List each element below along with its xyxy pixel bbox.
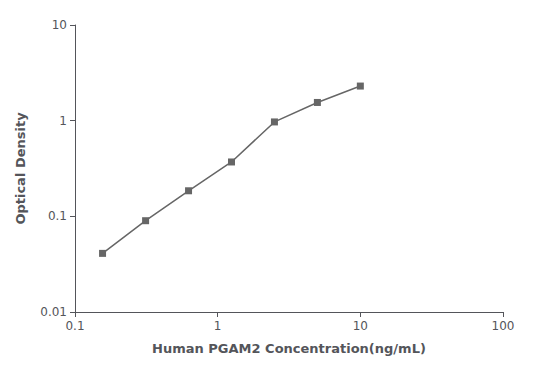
svg-text:0.1: 0.1 (65, 319, 84, 333)
svg-text:Human PGAM2 Concentration(ng/m: Human PGAM2 Concentration(ng/mL) (152, 341, 426, 356)
svg-text:10: 10 (52, 18, 67, 32)
svg-text:0.1: 0.1 (48, 209, 67, 223)
svg-text:Optical Density: Optical Density (13, 112, 28, 225)
svg-text:100: 100 (492, 319, 515, 333)
svg-text:0.01: 0.01 (40, 305, 67, 319)
svg-text:1: 1 (59, 114, 67, 128)
svg-text:1: 1 (214, 319, 222, 333)
svg-text:10: 10 (353, 319, 368, 333)
